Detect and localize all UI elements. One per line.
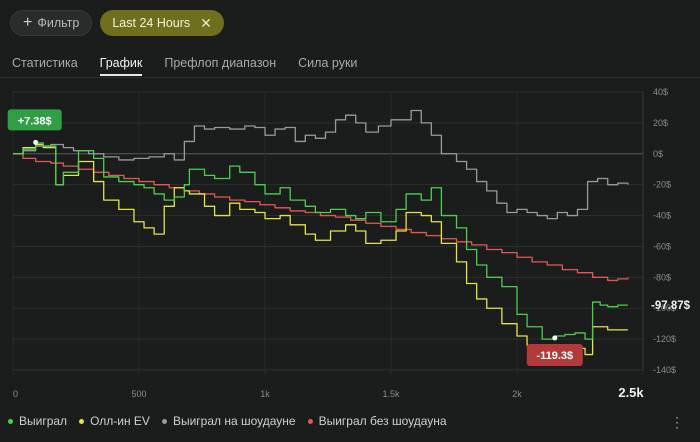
min-point-marker	[552, 335, 558, 341]
y-tick-label: -60$	[653, 241, 671, 251]
max-label-text: +7.38$	[18, 115, 52, 127]
active-filter-chip[interactable]: Last 24 Hours ✕	[100, 10, 224, 36]
close-icon[interactable]: ✕	[200, 14, 212, 31]
tab-preflop-range[interactable]: Префлоп диапазон	[164, 56, 277, 70]
legend-dot-showdown	[161, 418, 167, 424]
tab-bar: Статистика График Префлоп диапазон Сила …	[12, 56, 379, 76]
series-line-allin-ev	[13, 143, 628, 356]
x-tick-label: 1.5k	[382, 389, 400, 399]
y-tick-label: -140$	[653, 365, 676, 375]
add-filter-label: Фильтр	[37, 16, 80, 30]
legend-item-won[interactable]: Выиграл	[8, 414, 67, 428]
legend-item-no-showdown[interactable]: Выиграл без шоудауна	[307, 414, 447, 428]
legend-dot-allin-ev	[79, 418, 85, 424]
x-tick-label: 2.5k	[618, 385, 644, 400]
add-filter-button[interactable]: + Фильтр	[10, 10, 93, 36]
legend-dot-no-showdown	[307, 418, 313, 424]
y-tick-label: 0$	[653, 149, 663, 159]
legend-dot-won	[8, 418, 13, 424]
filter-row: + Фильтр Last 24 Hours ✕	[10, 10, 224, 36]
max-label-box	[7, 109, 62, 131]
tab-divider	[0, 77, 700, 78]
tab-graph[interactable]: График	[99, 56, 143, 76]
y-tick-label: -100$	[653, 303, 676, 313]
x-tick-label: 500	[131, 389, 146, 399]
min-label-box	[526, 344, 583, 367]
y-tick-label: 20$	[653, 118, 668, 128]
legend-label-no-showdown: Выиграл без шоудауна	[318, 414, 447, 428]
legend-item-showdown[interactable]: Выиграл на шоудауне	[161, 414, 296, 428]
legend-label-allin-ev: Олл-ин EV	[90, 414, 150, 428]
x-tick-label: 0	[13, 389, 18, 399]
series-line-showdown	[13, 109, 629, 220]
x-tick-label: 1k	[260, 389, 270, 399]
y-tick-label: -120$	[653, 334, 676, 344]
y-tick-label: -20$	[653, 180, 671, 190]
line-chart: 40$ 20$ 0$ -20$ -40$ -60$ -80$ -100$ -120$ -140$ 0…	[7, 87, 691, 400]
y-tick-label: 40$	[653, 87, 668, 97]
y-tick-label: -40$	[653, 211, 671, 221]
tab-hand-strength[interactable]: Сила руки	[298, 56, 358, 70]
y-tick-label: -80$	[653, 272, 671, 282]
x-tick-label: 2k	[512, 389, 522, 399]
plus-icon: +	[23, 14, 33, 31]
min-label-text: -119.3$	[536, 350, 573, 362]
tab-statistics[interactable]: Статистика	[12, 56, 78, 70]
active-filter-label: Last 24 Hours	[112, 16, 191, 30]
chart-legend: Выиграл Олл-ин EV Выиграл на шоудауне Вы…	[8, 414, 459, 428]
legend-item-allin-ev[interactable]: Олл-ин EV	[79, 414, 150, 428]
series-line-no-showdown	[13, 153, 629, 282]
end-value-label: -97.87$	[651, 300, 691, 312]
series-line-won	[13, 142, 628, 340]
legend-label-won: Выиграл	[19, 414, 68, 428]
more-options-icon[interactable]: ⋮	[670, 414, 684, 430]
max-point-marker	[33, 139, 39, 145]
legend-label-showdown: Выиграл на шоудауне	[172, 414, 296, 428]
